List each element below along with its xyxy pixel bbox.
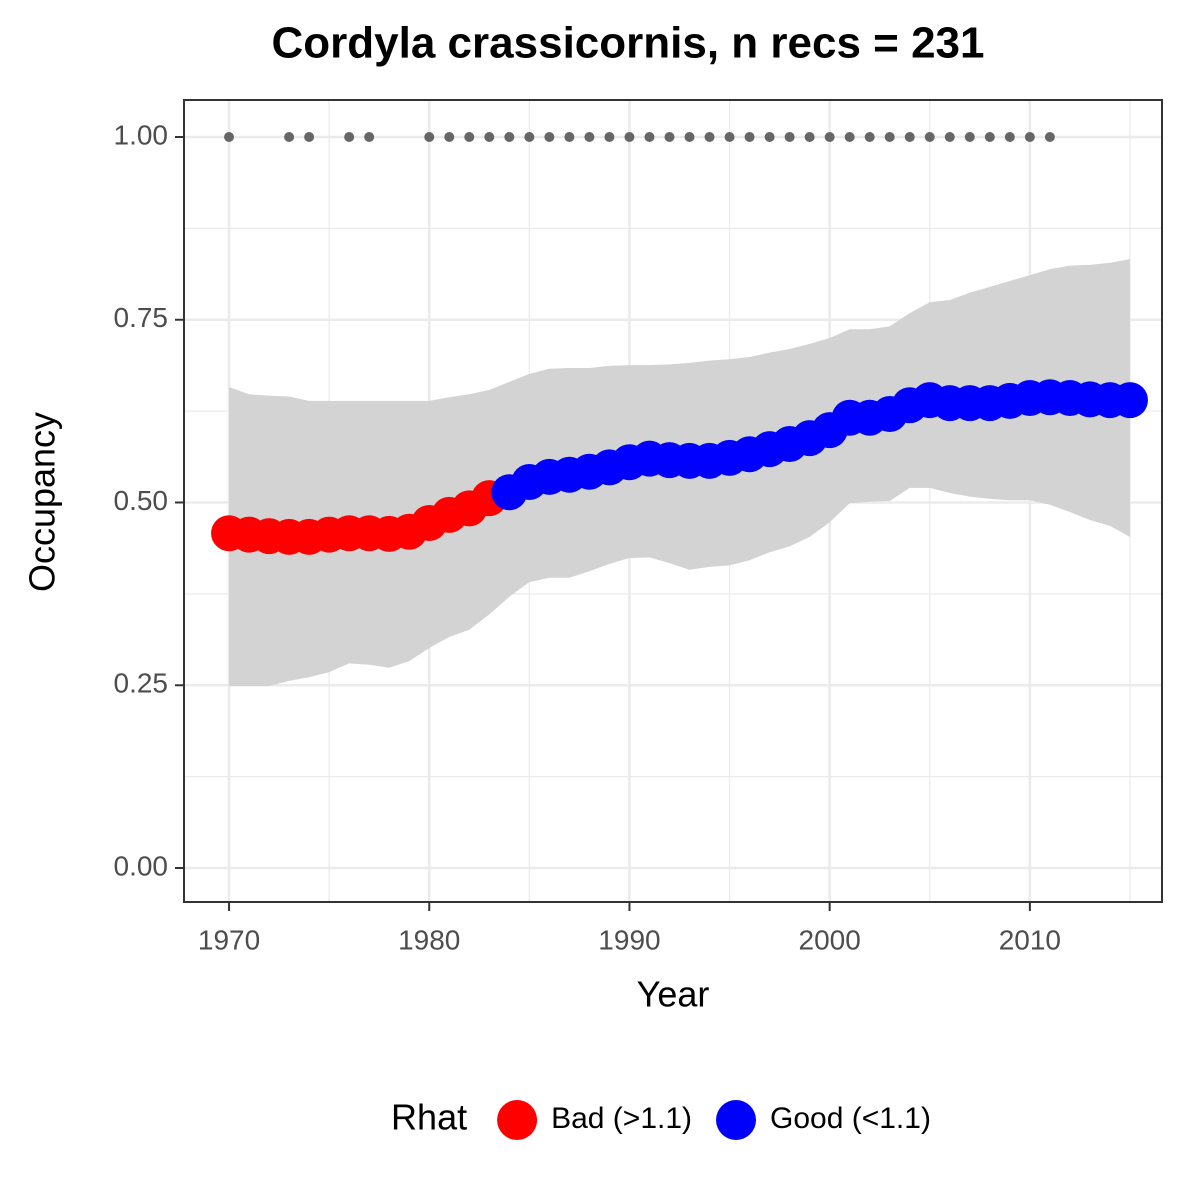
record-point	[464, 131, 475, 142]
record-point	[864, 131, 875, 142]
record-point	[1044, 131, 1055, 142]
legend-marker	[716, 1100, 757, 1140]
record-point	[784, 131, 795, 142]
record-point	[284, 131, 295, 142]
record-point	[544, 131, 555, 142]
record-point	[344, 131, 355, 142]
record-point	[484, 131, 495, 142]
record-point	[884, 131, 895, 142]
record-point	[824, 131, 835, 142]
record-point	[844, 131, 855, 142]
record-point	[744, 131, 755, 142]
y-tick-label: 0.25	[114, 668, 169, 699]
y-tick-label: 0.50	[114, 485, 169, 516]
record-point	[584, 131, 595, 142]
legend-marker	[497, 1100, 538, 1140]
record-point	[424, 131, 435, 142]
record-point	[1024, 131, 1035, 142]
record-point	[904, 131, 915, 142]
occupancy-point	[1111, 382, 1148, 419]
record-point	[804, 131, 815, 142]
record-point	[964, 131, 975, 142]
x-tick-label: 2000	[799, 924, 861, 955]
x-tick-label: 1970	[198, 924, 260, 955]
record-point	[1004, 131, 1015, 142]
record-point	[684, 131, 695, 142]
x-tick-label: 1990	[598, 924, 660, 955]
chart-title: Cordyla crassicornis, n recs = 231	[272, 19, 985, 68]
record-point	[624, 131, 635, 142]
y-tick-label: 0.00	[114, 850, 169, 881]
plot-border	[183, 99, 1163, 903]
y-tick-label: 1.00	[114, 119, 169, 150]
x-axis-label: Year	[637, 974, 710, 1015]
legend-label: Good (<1.1)	[770, 1102, 931, 1135]
record-point	[604, 131, 615, 142]
record-point	[504, 131, 515, 142]
record-point	[644, 131, 655, 142]
record-point	[664, 131, 675, 142]
x-tick-label: 1980	[398, 924, 460, 955]
record-point	[704, 131, 715, 142]
x-tick-label: 2010	[999, 924, 1061, 955]
record-point	[564, 131, 575, 142]
legend-title: Rhat	[391, 1097, 467, 1138]
y-axis-label: Occupancy	[22, 412, 63, 592]
legend-label: Bad (>1.1)	[551, 1102, 692, 1135]
record-point	[524, 131, 535, 142]
record-point	[304, 131, 315, 142]
record-point	[944, 131, 955, 142]
record-point	[984, 131, 995, 142]
record-point	[924, 131, 935, 142]
record-point	[444, 131, 455, 142]
record-point	[224, 131, 235, 142]
record-point	[364, 131, 375, 142]
record-point	[724, 131, 735, 142]
record-point	[764, 131, 775, 142]
y-tick-label: 0.75	[114, 302, 169, 333]
